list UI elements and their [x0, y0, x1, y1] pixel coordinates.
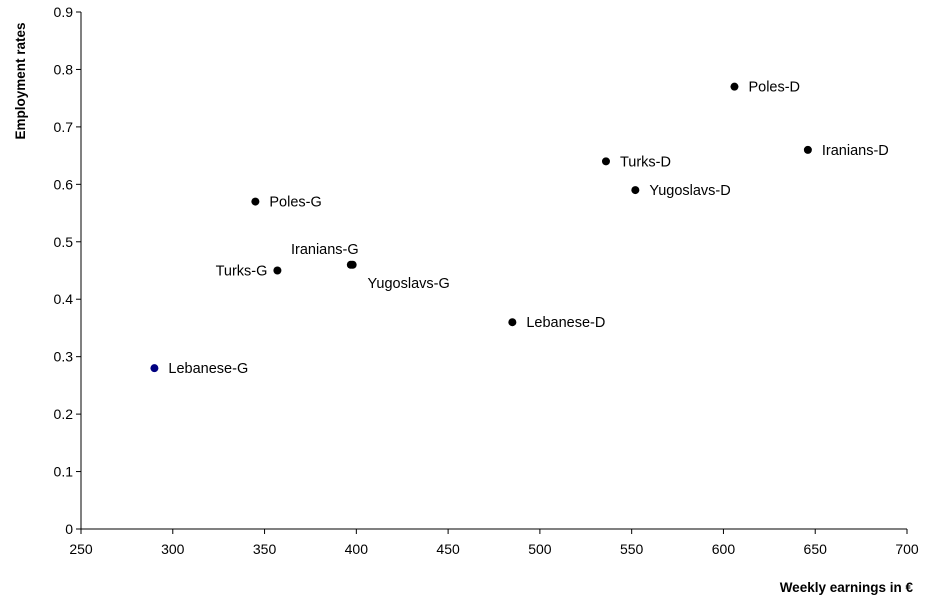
data-point-label: Turks-D: [620, 154, 671, 170]
data-point-label: Iranians-G: [291, 242, 359, 258]
data-point-marker: [631, 186, 640, 195]
data-point-label: Yugoslavs-G: [368, 276, 450, 292]
y-tick-label: 0.6: [54, 176, 74, 192]
y-tick-label: 0.9: [54, 4, 74, 20]
data-point-marker: [150, 364, 159, 373]
data-point-label: Lebanese-D: [526, 315, 605, 331]
data-point-marker: [508, 318, 517, 327]
y-tick-label: 0.4: [54, 291, 74, 307]
data-point-marker: [348, 260, 357, 269]
x-tick-label: 600: [712, 541, 736, 557]
data-point-label: Iranians-D: [822, 143, 889, 159]
x-tick-label: 350: [253, 541, 277, 557]
data-points: Lebanese-G Poles-G Turks-G Iranians-G Yugosl…: [150, 80, 889, 377]
y-tick-label: 0.3: [54, 349, 74, 365]
x-tick-label: 250: [69, 541, 93, 557]
data-point-marker: [273, 266, 282, 275]
x-axis-title: Weekly earnings in €: [780, 580, 914, 595]
data-point-marker: [730, 82, 739, 91]
data-point-marker: [803, 145, 812, 154]
data-point-marker: [601, 157, 610, 166]
data-point-label: Poles-D: [748, 80, 800, 96]
x-tick-label: 400: [345, 541, 369, 557]
y-tick-label: 0.1: [54, 464, 74, 480]
data-point-label: Lebanese-G: [168, 361, 248, 377]
data-point-label: Yugoslavs-D: [649, 183, 730, 199]
y-axis-ticks: 0 0.1 0.2 0.3 0.4 0.5 0.6 0.7 0.8 0.9: [54, 4, 81, 537]
x-tick-label: 700: [895, 541, 919, 557]
x-tick-label: 300: [161, 541, 185, 557]
y-tick-label: 0.2: [54, 406, 74, 422]
x-axis-ticks: 250 300 350 400 450 500 550 600 650 700: [69, 529, 919, 557]
data-point-label: Turks-G: [216, 264, 268, 280]
y-axis-title: Employment rates: [13, 22, 28, 139]
x-tick-label: 450: [436, 541, 460, 557]
x-tick-label: 550: [620, 541, 644, 557]
data-point-marker: [251, 197, 260, 206]
data-point-label: Poles-G: [269, 195, 321, 211]
y-tick-label: 0.7: [54, 119, 74, 135]
y-tick-label: 0.5: [54, 234, 74, 250]
y-tick-label: 0.8: [54, 61, 74, 77]
x-tick-label: 650: [804, 541, 828, 557]
x-tick-label: 500: [528, 541, 552, 557]
y-tick-label: 0: [65, 521, 73, 537]
